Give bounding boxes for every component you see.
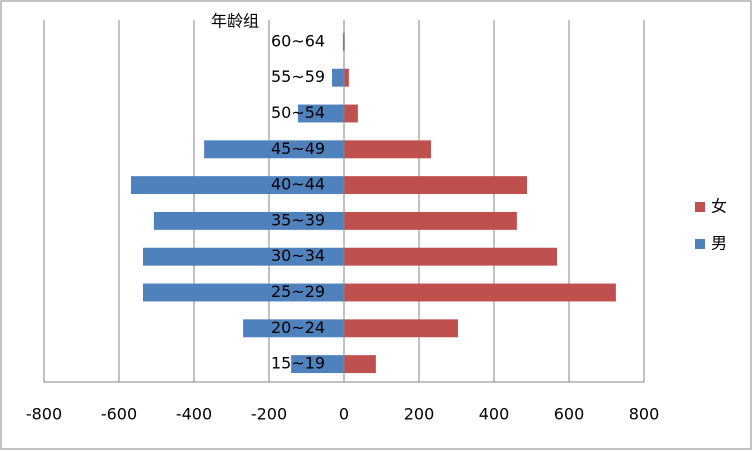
x-tick-label: 400 <box>479 405 510 424</box>
y-tick-label: 55~59 <box>271 67 325 86</box>
bar <box>332 68 344 87</box>
x-tick-label: 200 <box>404 405 435 424</box>
bar <box>243 319 344 338</box>
y-tick-label: 30~34 <box>271 246 325 265</box>
bar <box>344 283 616 302</box>
y-tick-label: 20~24 <box>271 318 325 337</box>
axis-title: 年龄组 <box>211 12 259 31</box>
bar <box>344 68 349 87</box>
bar <box>344 247 557 266</box>
bar <box>204 140 344 159</box>
legend-swatch <box>695 239 705 249</box>
bar <box>131 176 344 195</box>
bar <box>297 104 344 123</box>
bar <box>344 355 376 374</box>
x-tick-label: 0 <box>339 405 349 424</box>
bar <box>344 140 431 159</box>
y-tick-label: 15~19 <box>271 354 325 373</box>
y-tick-label: 50~54 <box>271 103 325 122</box>
x-tick-label: -600 <box>101 405 137 424</box>
bar <box>344 319 458 338</box>
x-tick-label: 600 <box>554 405 585 424</box>
y-tick-label: 60~64 <box>271 31 325 50</box>
bar <box>143 283 344 302</box>
bar <box>291 355 344 374</box>
legend-swatch <box>695 202 705 212</box>
y-tick-label: 40~44 <box>271 175 325 194</box>
bar <box>143 247 344 266</box>
legend-label: 女 <box>711 197 727 216</box>
x-tick-label: -400 <box>176 405 212 424</box>
bar <box>344 176 527 195</box>
x-tick-label: 800 <box>629 405 660 424</box>
bar <box>344 211 517 230</box>
bar <box>342 32 344 51</box>
bar <box>153 211 344 230</box>
x-tick-label: -800 <box>26 405 62 424</box>
bar <box>344 104 358 123</box>
legend-label: 男 <box>711 234 727 253</box>
y-tick-label: 35~39 <box>271 210 325 229</box>
x-tick-label: -200 <box>251 405 287 424</box>
y-tick-label: 25~29 <box>271 282 325 301</box>
y-tick-label: 45~49 <box>271 139 325 158</box>
